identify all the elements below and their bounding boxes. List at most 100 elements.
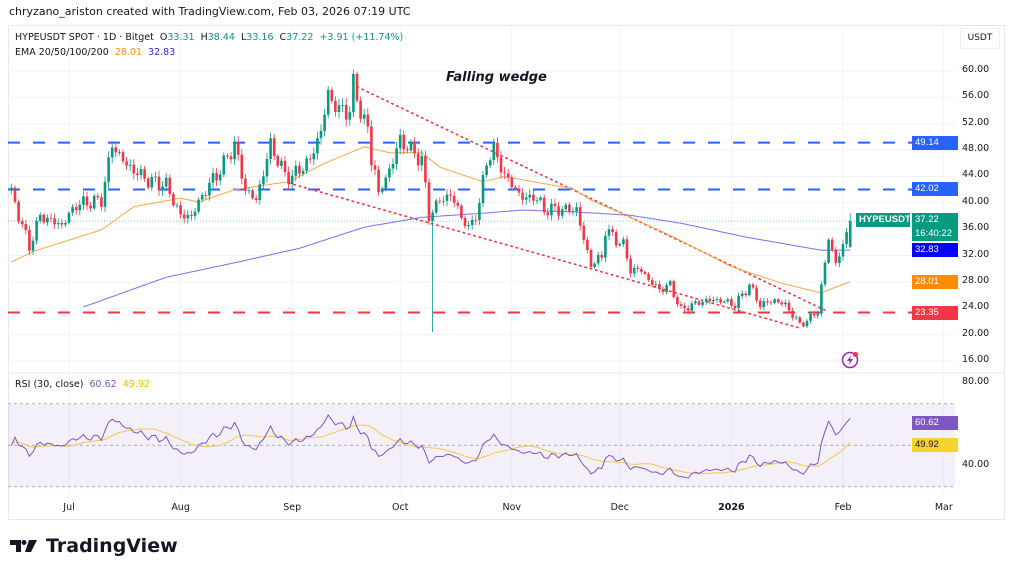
rsi-line xyxy=(10,414,851,479)
candle-body xyxy=(521,192,524,200)
candle-body xyxy=(758,300,762,308)
time-tick-label: Nov xyxy=(502,502,522,513)
candle-body xyxy=(276,155,280,166)
candle-body xyxy=(434,200,438,213)
price-tick-label: 28.00 xyxy=(962,274,990,286)
candle-body xyxy=(820,284,823,314)
candle-body xyxy=(474,219,478,221)
candle-body xyxy=(377,169,380,193)
candle-body xyxy=(226,155,229,157)
rsi-tick-label: 80.00 xyxy=(962,376,990,387)
candle-body xyxy=(265,158,269,177)
candle-body xyxy=(161,186,164,191)
candle-body xyxy=(478,203,481,221)
price-tag-resistance-upper: 49.14 xyxy=(912,135,958,150)
candle-body xyxy=(24,224,28,231)
candle-body xyxy=(287,172,290,185)
ema-label: EMA 20/50/100/200 xyxy=(15,47,109,58)
open-label: O xyxy=(159,32,168,43)
candle-body xyxy=(665,285,668,293)
candle-body xyxy=(179,205,182,215)
candle-body xyxy=(528,194,532,198)
candle-body xyxy=(607,229,611,236)
candle-body xyxy=(542,197,546,213)
change-value: +3.91 (+11.74%) xyxy=(319,32,404,43)
candle-body xyxy=(492,142,496,161)
candle-body xyxy=(697,301,701,305)
candle-body xyxy=(568,204,571,212)
candle-body xyxy=(776,299,780,303)
candle-body xyxy=(330,89,334,101)
candle-body xyxy=(679,304,683,306)
rsi-legend[interactable]: RSI (30, close) 60.62 49.92 xyxy=(15,379,150,390)
candle-body xyxy=(726,299,730,302)
candle-body xyxy=(611,229,614,233)
candle-body xyxy=(708,298,712,302)
candle-body xyxy=(589,250,593,268)
candle-body xyxy=(600,254,604,258)
candle-body xyxy=(74,207,78,211)
high-value: 38.44 xyxy=(207,32,235,43)
ema-row[interactable]: EMA 20/50/100/200 28.01 32.83 xyxy=(15,45,403,60)
candle-body xyxy=(420,155,424,166)
tradingview-logo-icon xyxy=(10,540,37,552)
candle-body xyxy=(236,142,240,155)
price-tick-label: 40.00 xyxy=(962,195,990,207)
candle-body xyxy=(200,195,204,200)
candle-body xyxy=(481,175,485,204)
candle-body xyxy=(280,160,283,166)
candle-body xyxy=(215,173,218,181)
candle-body xyxy=(10,187,13,191)
candle-body xyxy=(31,240,35,251)
candle-body xyxy=(550,203,553,216)
candle-body xyxy=(262,176,265,185)
candle-body xyxy=(643,271,647,274)
horizontal-levels xyxy=(8,141,955,314)
candle-body xyxy=(690,303,694,311)
candle-body xyxy=(229,156,233,160)
price-tick-label: 48.00 xyxy=(962,143,990,155)
wedge-line-lower xyxy=(287,182,801,329)
time-tick-label: Aug xyxy=(171,502,190,513)
candle-body xyxy=(388,168,391,178)
candle-body xyxy=(629,258,632,274)
tradingview-logo[interactable]: TradingView xyxy=(10,535,178,557)
candle-body xyxy=(362,114,366,119)
candle-body xyxy=(294,165,298,176)
wedge-line-upper xyxy=(356,86,826,312)
last-price-tag: 37.22 xyxy=(912,213,958,228)
candle-body xyxy=(182,214,186,219)
price-tick-label: 16.00 xyxy=(962,353,990,365)
candle-body xyxy=(308,158,312,160)
symbol-legend: HYPEUSDT SPOT · 1D · Bitget O33.31 H38.4… xyxy=(15,30,403,60)
candle-body xyxy=(812,313,816,316)
lightning-icon[interactable] xyxy=(841,351,859,369)
candle-body xyxy=(834,249,838,263)
candle-body xyxy=(193,211,197,216)
candle-body xyxy=(258,184,262,200)
candle-body xyxy=(737,296,740,309)
candle-body xyxy=(20,221,24,225)
candle-body xyxy=(596,254,600,264)
candle-body xyxy=(694,301,697,304)
candle-body xyxy=(751,284,755,288)
rsi-tick-label: 40.00 xyxy=(962,459,990,470)
candle-body xyxy=(60,222,64,225)
candle-body xyxy=(272,138,276,156)
candle-body xyxy=(658,284,661,290)
candle-body xyxy=(514,187,517,189)
currency-button[interactable]: USDT xyxy=(960,28,1000,49)
candle-body xyxy=(715,299,719,301)
candle-body xyxy=(618,243,622,246)
rsi-tag-rsi-ma-value: 49.92 xyxy=(912,438,958,453)
candle-body xyxy=(650,280,654,285)
candle-body xyxy=(557,206,560,216)
time-tick-label: 2026 xyxy=(718,502,745,513)
countdown-tag: 16:40:22 xyxy=(912,227,958,242)
candle-body xyxy=(71,207,74,213)
candle-body xyxy=(402,134,406,150)
candle-body xyxy=(845,232,848,245)
time-tick-label: Sep xyxy=(283,502,302,513)
candle-body xyxy=(240,154,244,179)
